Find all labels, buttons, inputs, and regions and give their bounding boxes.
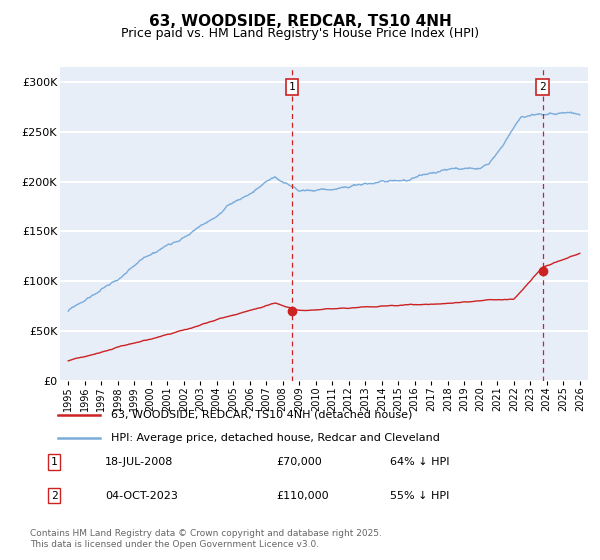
- Text: 64% ↓ HPI: 64% ↓ HPI: [390, 457, 449, 467]
- Text: 2: 2: [539, 82, 546, 92]
- Text: 1: 1: [50, 457, 58, 467]
- Text: Price paid vs. HM Land Registry's House Price Index (HPI): Price paid vs. HM Land Registry's House …: [121, 27, 479, 40]
- Text: 1: 1: [288, 82, 295, 92]
- Text: 63, WOODSIDE, REDCAR, TS10 4NH (detached house): 63, WOODSIDE, REDCAR, TS10 4NH (detached…: [110, 409, 412, 419]
- Text: 04-OCT-2023: 04-OCT-2023: [105, 491, 178, 501]
- Text: £70,000: £70,000: [276, 457, 322, 467]
- Text: HPI: Average price, detached house, Redcar and Cleveland: HPI: Average price, detached house, Redc…: [110, 433, 440, 443]
- Text: 2: 2: [50, 491, 58, 501]
- Text: 18-JUL-2008: 18-JUL-2008: [105, 457, 173, 467]
- Text: Contains HM Land Registry data © Crown copyright and database right 2025.
This d: Contains HM Land Registry data © Crown c…: [30, 529, 382, 549]
- Text: £110,000: £110,000: [276, 491, 329, 501]
- Text: 55% ↓ HPI: 55% ↓ HPI: [390, 491, 449, 501]
- Text: 63, WOODSIDE, REDCAR, TS10 4NH: 63, WOODSIDE, REDCAR, TS10 4NH: [149, 14, 451, 29]
